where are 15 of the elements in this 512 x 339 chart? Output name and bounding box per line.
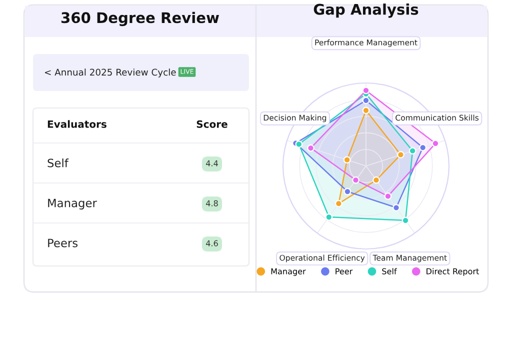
text: Self: [48, 158, 69, 168]
text: Peers: [48, 238, 78, 248]
legend-label: Peer: [336, 268, 353, 274]
legend-label: Direct Report: [426, 268, 479, 276]
text: 4.8: [206, 200, 218, 206]
legend-label: Self: [382, 268, 397, 274]
text: Evaluators: [48, 120, 106, 128]
text: < Annual 2025 Review Cycle: [44, 68, 176, 78]
text: Score: [196, 120, 228, 128]
chart-title: Gap Analysis: [314, 4, 418, 18]
text: 360 Degree Review: [61, 12, 219, 26]
text: 4.4: [206, 160, 218, 166]
text: 4.6: [206, 240, 218, 246]
text: Manager: [48, 198, 97, 210]
legend-label: Manager: [271, 268, 306, 276]
